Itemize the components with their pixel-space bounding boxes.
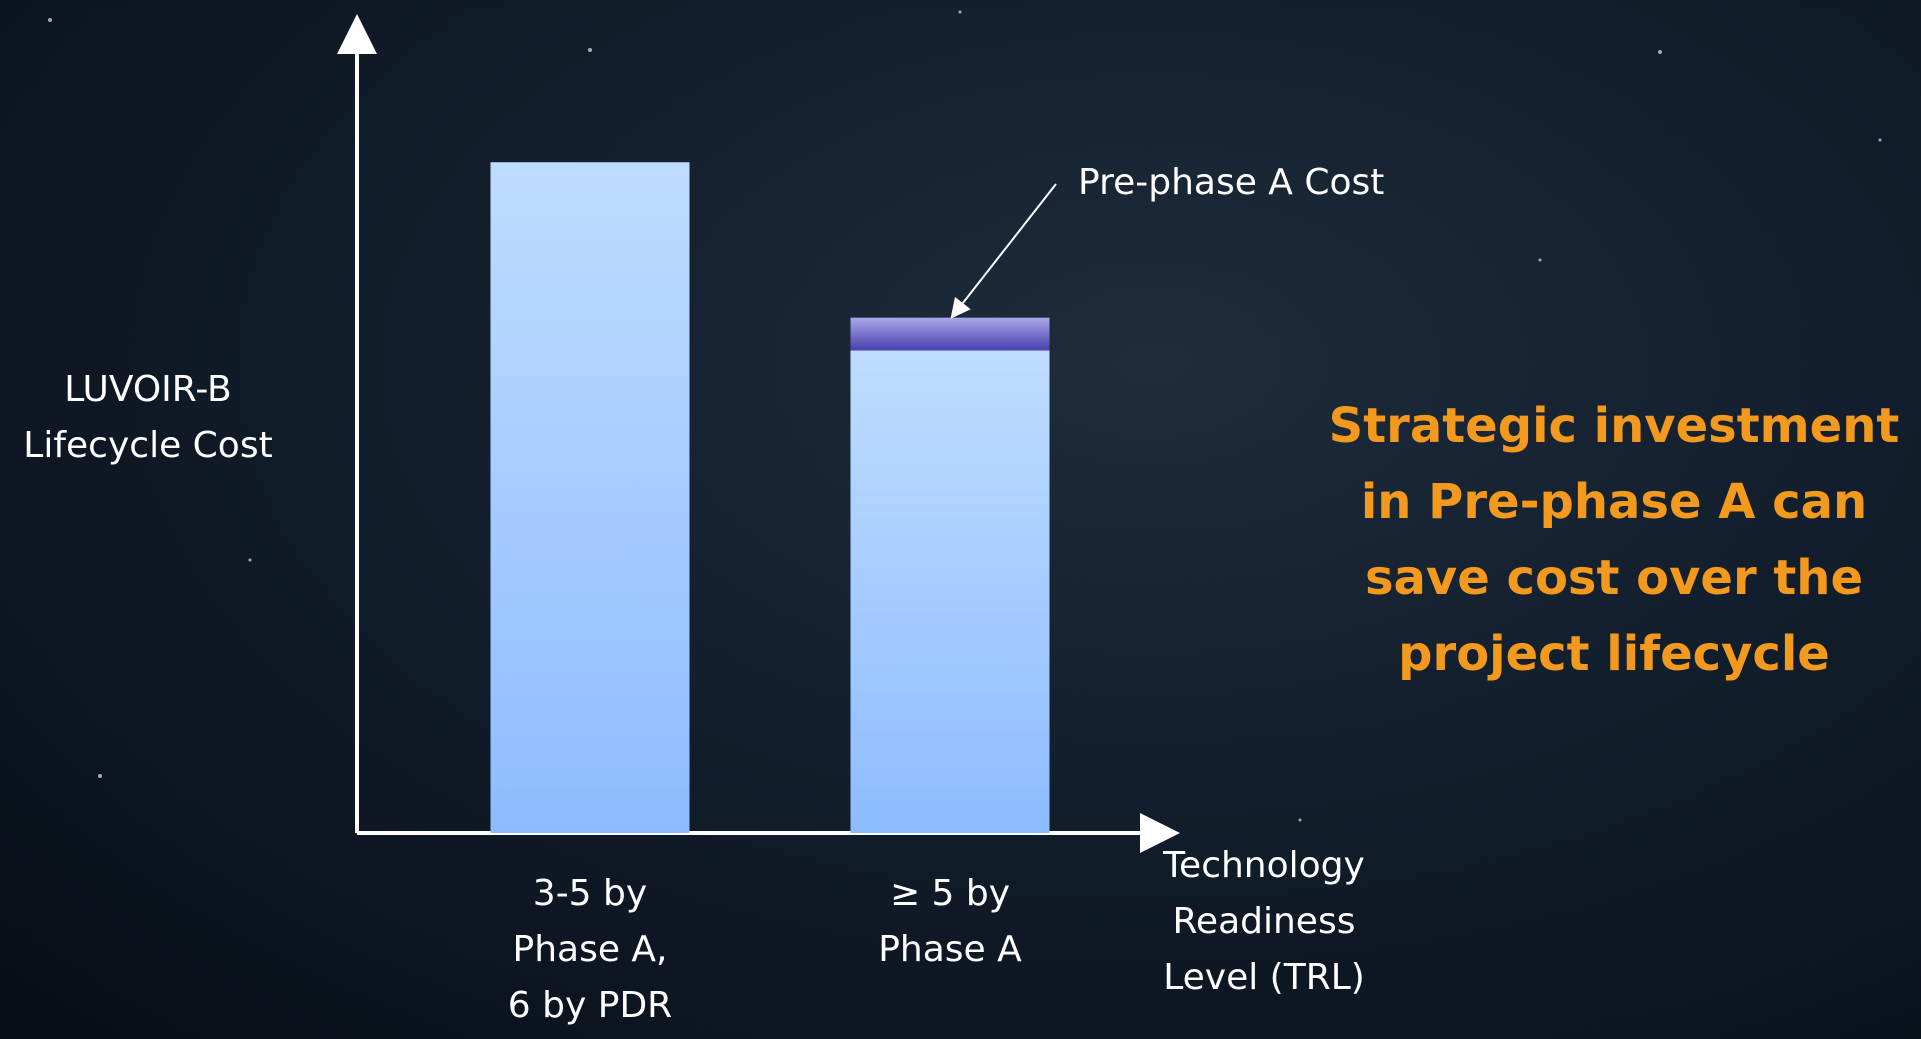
slide: Pre-phase A Cost LUVOIR-B Lifecycle Cost… <box>0 0 1921 1039</box>
x-axis-label: Technology Readiness Level (TRL) <box>1163 838 1365 1006</box>
y-axis-label: LUVOIR-B Lifecycle Cost <box>23 362 272 474</box>
bar <box>851 350 1050 833</box>
callout-label: Pre-phase A Cost <box>1078 162 1384 203</box>
annotation: Strategic investment in Pre-phase A can … <box>1304 388 1921 692</box>
bar <box>491 162 690 833</box>
callout-arrow <box>953 184 1056 316</box>
x-tick-label: 3-5 by Phase A, 6 by PDR <box>508 866 672 1034</box>
bar-segment <box>851 318 1050 351</box>
x-tick-label: ≥ 5 by Phase A <box>878 866 1022 978</box>
